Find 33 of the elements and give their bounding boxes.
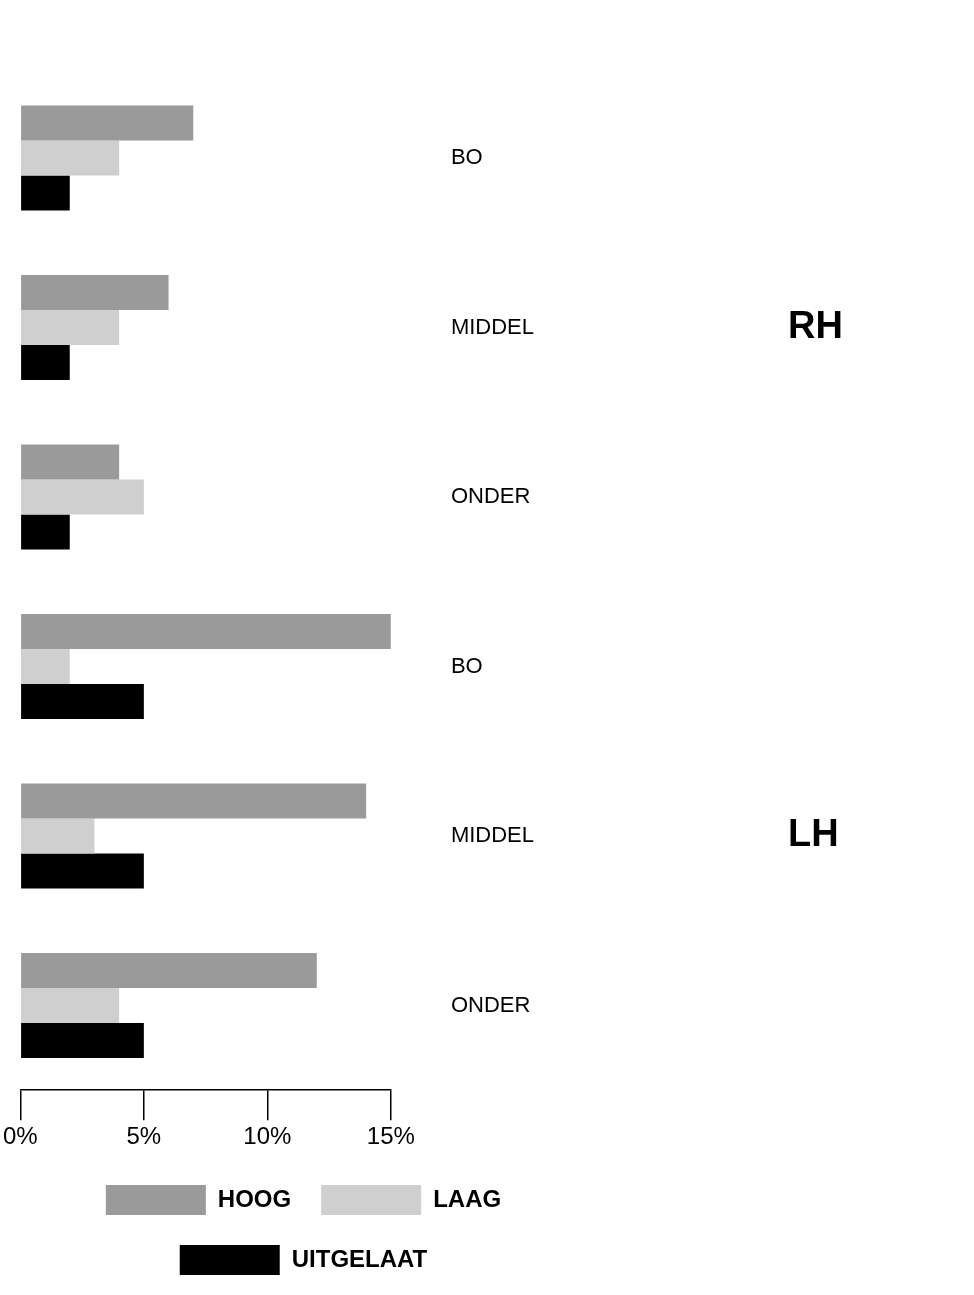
y-tick-label: BO xyxy=(450,144,483,170)
legend-label: HOOG xyxy=(217,1184,292,1212)
text: LH xyxy=(788,812,839,855)
bar xyxy=(21,683,144,719)
x-tick-label: 5% xyxy=(126,1122,162,1150)
bar xyxy=(21,444,120,480)
bar xyxy=(21,853,144,889)
x-tick-label: 10% xyxy=(243,1122,292,1150)
bar xyxy=(21,613,391,649)
bar xyxy=(21,479,144,515)
bar xyxy=(21,818,95,854)
legend-label: LAAG xyxy=(433,1184,502,1212)
bar xyxy=(21,648,70,684)
bar xyxy=(21,175,70,211)
bar xyxy=(21,1022,144,1058)
bar xyxy=(21,274,169,310)
bar xyxy=(21,105,194,141)
x-tick-label: 15% xyxy=(366,1122,415,1150)
y-tick-label: BO xyxy=(450,652,483,678)
y-tick-label: ONDER xyxy=(450,991,531,1017)
y-tick-label: ONDER xyxy=(450,483,531,509)
bar xyxy=(21,140,120,176)
bar xyxy=(21,514,70,550)
y-tick-label: MIDDEL xyxy=(450,822,534,848)
x-tick-label: 0% xyxy=(3,1122,38,1150)
y-tick-label: MIDDEL xyxy=(450,313,534,339)
bar xyxy=(21,783,367,819)
bar xyxy=(21,952,317,988)
bar xyxy=(21,987,120,1023)
legend-label: UITGELAAT xyxy=(291,1244,428,1272)
text: RH xyxy=(788,303,843,346)
bar xyxy=(21,344,70,380)
bar xyxy=(21,309,120,345)
